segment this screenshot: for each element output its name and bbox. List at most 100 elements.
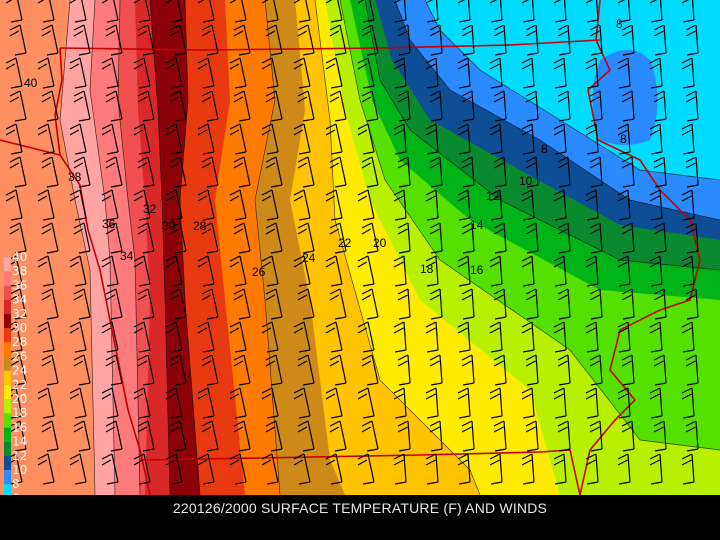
wind-barb [681,387,695,419]
wind-barb [101,453,119,485]
contour-label: 8 [620,132,627,146]
legend-label: 34 [12,293,27,307]
wind-barb [69,57,87,89]
wind-barb [493,90,507,122]
wind-barb [525,222,539,254]
wind-barb [233,288,251,320]
legend-label: 10 [12,463,27,477]
wind-barb [325,453,343,485]
wind-barb [261,255,279,287]
wind-barb [393,387,407,419]
wind-barb [133,57,151,89]
wind-barb [521,453,535,485]
wind-barb [265,156,283,188]
wind-barb [557,24,571,56]
wind-barb [461,354,475,386]
wind-barb [137,156,155,188]
wind-barb [233,24,251,56]
wind-barb [393,57,407,89]
wind-barb [9,90,27,122]
wind-barb [329,354,347,386]
wind-barb [397,90,411,122]
wind-barb [393,255,407,287]
wind-barb [429,156,443,188]
wind-barb [685,354,699,386]
wind-barb [393,189,407,221]
wind-barb [325,321,343,353]
wind-barb [489,453,503,485]
wind-barb [457,453,471,485]
temperature-bands [0,0,720,495]
wind-barb [621,156,635,188]
wind-barb [397,24,411,56]
wind-barb [41,420,59,452]
wind-barb [493,156,507,188]
wind-barb [329,288,347,320]
wind-barb [137,90,155,122]
wind-barb [585,255,599,287]
wind-barb [489,57,503,89]
wind-barb [69,189,87,221]
wind-barb [553,255,567,287]
wind-barb [649,453,663,485]
wind-barb [297,420,315,452]
wind-barb [229,57,247,89]
legend-swatch [4,470,11,485]
wind-barb [357,255,375,287]
wind-barb [525,24,539,56]
wind-barb [101,321,119,353]
wind-barb [457,123,471,155]
wind-barb [201,288,219,320]
legend-label: 6 [12,491,20,495]
wind-barb [589,420,603,452]
wind-barb [397,354,411,386]
wind-barb [233,90,251,122]
wind-barb [169,156,187,188]
wind-barb [69,123,87,155]
wind-barb [493,222,507,254]
wind-barb [229,123,247,155]
wind-barb [169,420,187,452]
legend-label: 20 [12,392,27,406]
legend-swatch [4,314,11,329]
wind-barb [521,57,535,89]
wind-barb [169,354,187,386]
wind-barb [681,57,695,89]
wind-barb [105,354,123,386]
wind-barb [9,354,27,386]
wind-barb [233,420,251,452]
wind-barb [69,321,87,353]
wind-barb [521,387,535,419]
wind-barb [69,255,87,287]
wind-barb [457,387,471,419]
legend-swatch [4,299,11,314]
wind-barb [649,321,663,353]
wind-barb [297,354,315,386]
wind-barb [357,387,375,419]
wind-barb [649,189,663,221]
wind-barb [293,387,311,419]
legend-swatch [4,456,11,471]
wind-barb [73,288,91,320]
wind-barb [425,255,439,287]
wind-barb [9,156,27,188]
wind-barb [525,156,539,188]
wind-barb [457,255,471,287]
wind-barb [293,189,311,221]
wind-barb [489,387,503,419]
wind-barb [521,123,535,155]
contour-label: 10 [519,174,533,188]
wind-barb [165,189,183,221]
wind-barb [585,123,599,155]
wind-barb [553,321,567,353]
wind-barb [69,387,87,419]
legend-label: 28 [12,335,27,349]
wind-barb [685,222,699,254]
wind-barb [293,321,311,353]
wind-barb [681,453,695,485]
wind-barb [105,156,123,188]
wind-barb [361,90,379,122]
wind-barb [585,189,599,221]
wind-barb [229,0,247,23]
wind-barb [325,57,343,89]
